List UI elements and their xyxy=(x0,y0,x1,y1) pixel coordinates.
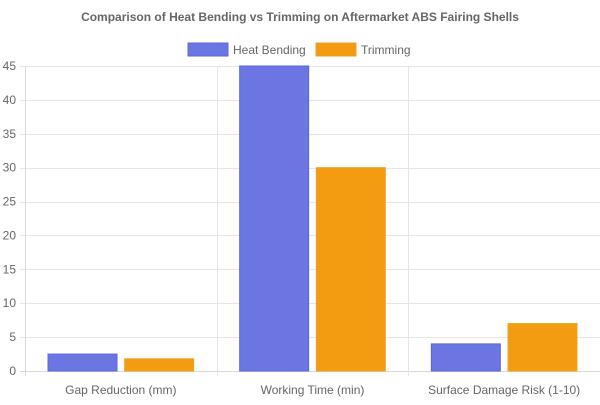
legend-swatch-heat-bending[interactable] xyxy=(187,42,229,57)
y-tick-label: 20 xyxy=(3,228,17,242)
chart-title: Comparison of Heat Bending vs Trimming o… xyxy=(81,10,519,24)
bars xyxy=(47,65,578,372)
x-tick-label: Working Time (min) xyxy=(261,383,365,397)
x-tick-label: Gap Reduction (mm) xyxy=(65,383,176,397)
y-tick-label: 0 xyxy=(9,364,16,378)
bar-trimming-gap-reduction-mm[interactable] xyxy=(124,358,195,372)
y-tick-label: 10 xyxy=(3,296,17,310)
legend-swatch-trimming[interactable] xyxy=(315,42,357,57)
legend: Heat Bending Trimming xyxy=(187,42,411,57)
bar-trimming-surface-damage-risk-1-10[interactable] xyxy=(507,323,578,372)
x-tick-label: Surface Damage Risk (1-10) xyxy=(428,383,580,397)
legend-label-heat-bending[interactable]: Heat Bending xyxy=(233,43,306,57)
legend-label-trimming[interactable]: Trimming xyxy=(361,43,411,57)
y-tick-label: 35 xyxy=(3,127,17,141)
y-tick-label: 40 xyxy=(3,93,17,107)
x-axis: Gap Reduction (mm) Working Time (min) Surf… xyxy=(65,383,580,397)
grid xyxy=(20,66,600,376)
bar-trimming-working-time-min[interactable] xyxy=(315,167,386,372)
y-axis: 0 5 10 15 20 25 30 35 40 45 xyxy=(3,59,17,378)
bar-heat-bending-gap-reduction-mm[interactable] xyxy=(47,353,118,372)
y-tick-label: 25 xyxy=(3,195,17,209)
y-tick-label: 45 xyxy=(3,59,17,73)
y-tick-label: 30 xyxy=(3,161,17,175)
y-tick-label: 5 xyxy=(9,330,16,344)
bar-heat-bending-surface-damage-risk-1-10[interactable] xyxy=(430,343,501,372)
bar-heat-bending-working-time-min[interactable] xyxy=(239,65,310,372)
y-tick-label: 15 xyxy=(3,262,17,276)
